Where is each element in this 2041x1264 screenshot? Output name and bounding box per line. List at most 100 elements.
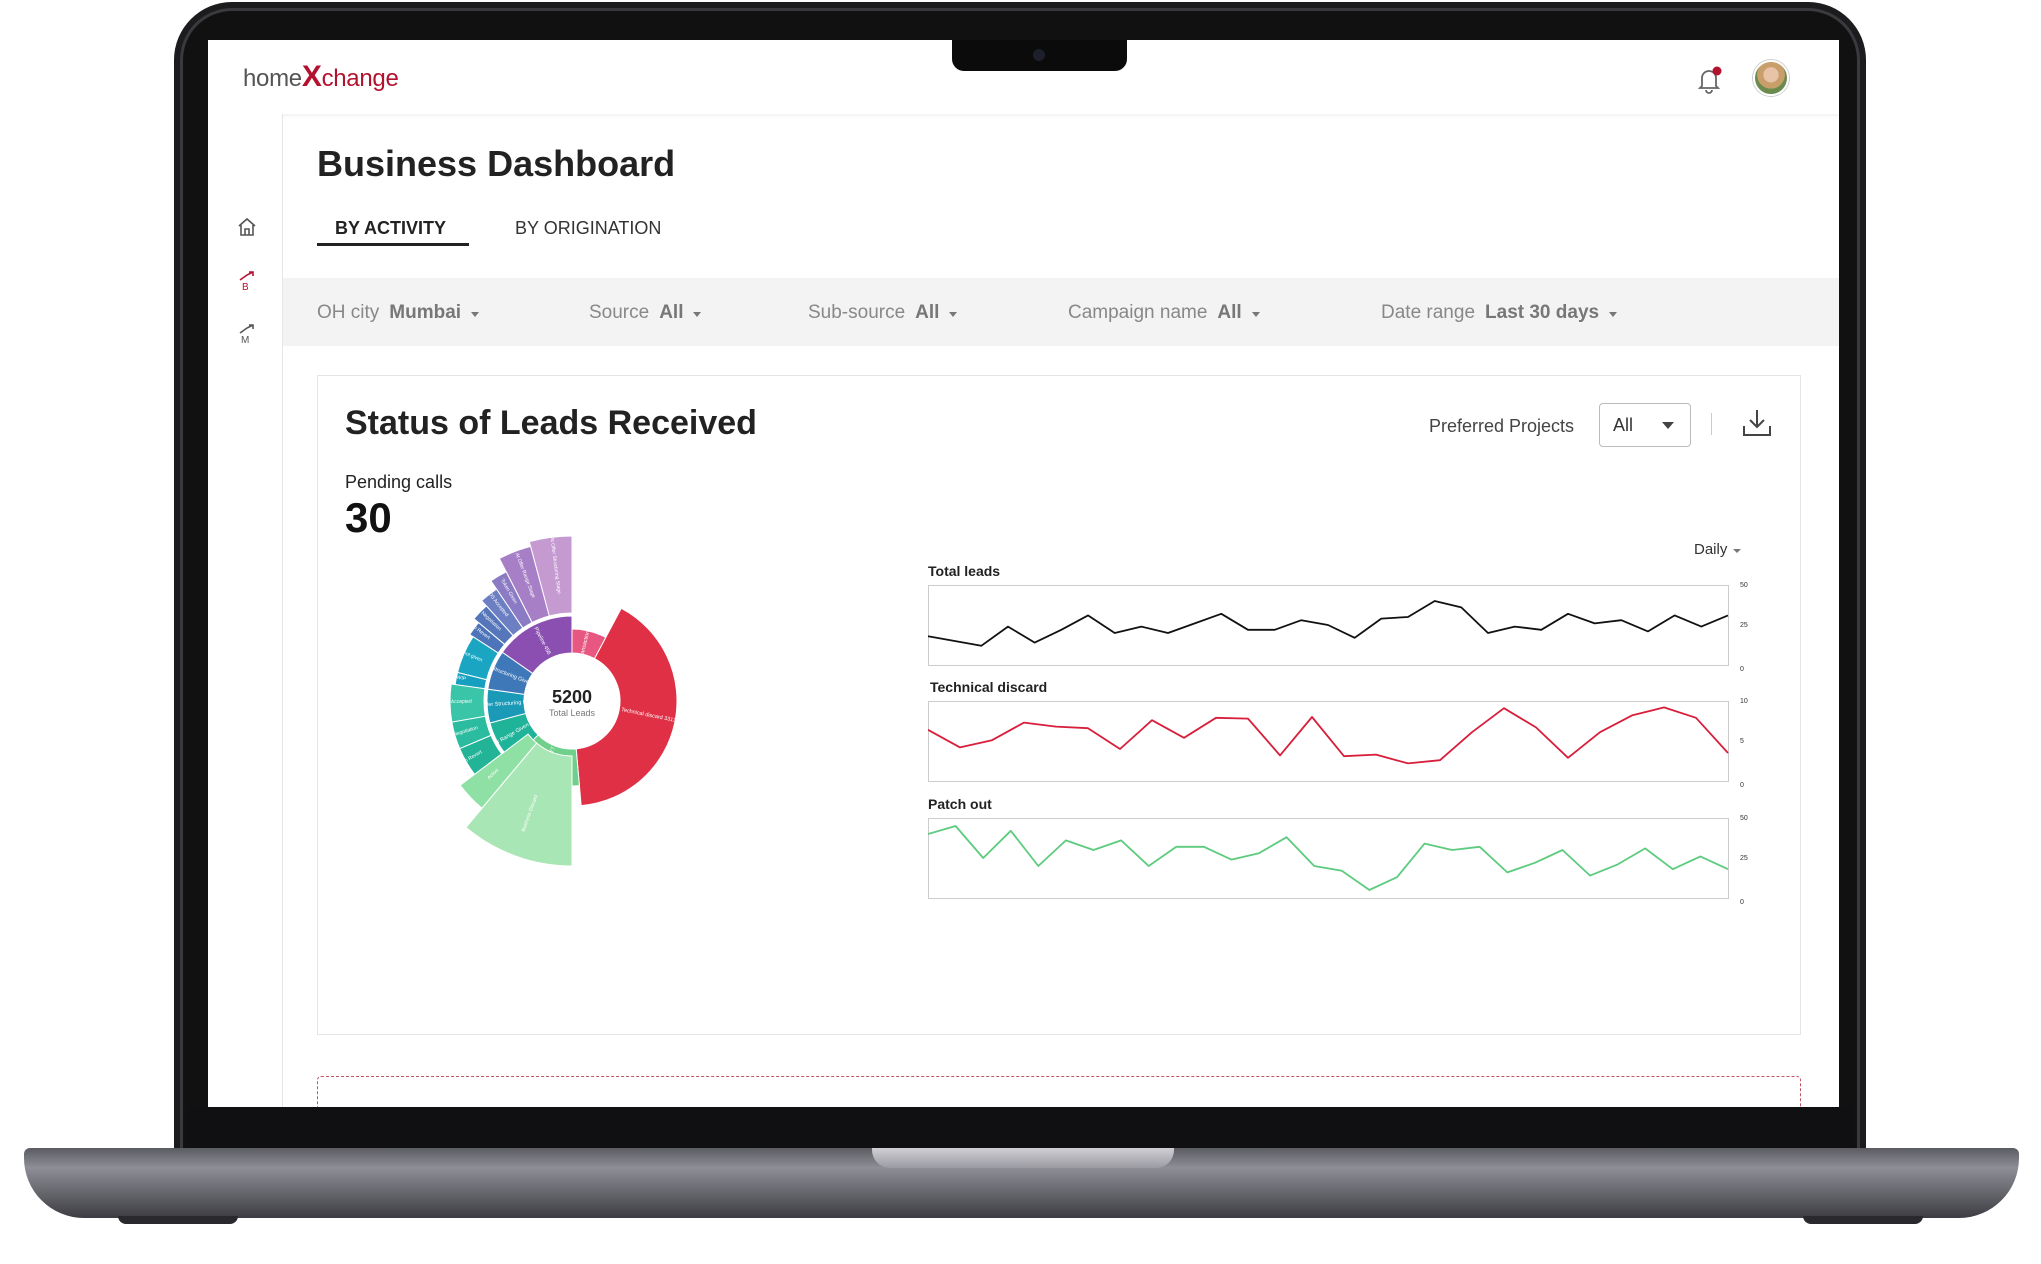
next-card-outline	[317, 1076, 1801, 1107]
x-tick-label: 10 Oct	[1185, 905, 1209, 906]
sunburst-center-label: Total Leads	[549, 708, 596, 718]
caret-down-icon	[693, 312, 702, 321]
sunburst-center-value: 5200	[552, 687, 592, 707]
sunburst-outer-segment[interactable]	[454, 671, 488, 690]
camera-notch	[952, 40, 1127, 71]
filter-value: Last 30 days	[1485, 302, 1600, 323]
x-tick-label: 15 Oct	[1317, 788, 1341, 789]
bell-icon[interactable]	[1695, 65, 1723, 95]
sunburst-outer-segment[interactable]	[449, 683, 486, 723]
sidebar: B M	[208, 114, 283, 1107]
x-tick-label: 10 Oct	[1185, 672, 1209, 673]
card-title: Status of Leads Received	[345, 404, 757, 442]
sunburst-outer-segment[interactable]	[465, 742, 573, 867]
laptop-foot-right	[1803, 1216, 1923, 1224]
sunburst-outer-segment[interactable]	[490, 571, 533, 629]
x-tick-label: 1 Oct	[928, 788, 948, 789]
plot-frame	[928, 818, 1729, 899]
patch-out-chart: Patch out 1 Oct 5 Oct 10 Oct 15 Oct 20 Oct 25…	[928, 796, 1768, 906]
series-line[interactable]	[928, 825, 1729, 891]
filter-oh-city[interactable]: OH city Mumbai	[317, 302, 480, 324]
sunburst-outer-segment[interactable]	[459, 734, 503, 776]
x-tick-label: 1 Oct	[928, 905, 948, 906]
tab-by-origination[interactable]: BY ORIGINATION	[515, 218, 662, 238]
sunburst-outer-segment[interactable]	[528, 535, 573, 617]
sunburst-label: Offer Structuring 92	[481, 700, 529, 709]
filter-label: OH city	[317, 302, 380, 323]
x-tick-label: 20 Oct	[1449, 672, 1473, 673]
series-line[interactable]	[928, 600, 1729, 647]
sunburst-segment[interactable]	[575, 607, 678, 807]
sunburst-outer-segment[interactable]	[480, 588, 524, 637]
sunburst-outer-segment[interactable]	[456, 636, 499, 681]
y-tick-label: 0	[1740, 782, 1744, 789]
x-tick-label: 5 Oct	[1054, 788, 1074, 789]
app-logo[interactable]: homeXchange	[243, 60, 399, 94]
screen-bottom-bezel	[188, 1107, 1853, 1149]
period-select[interactable]: Daily	[1694, 541, 1742, 558]
svg-text:M: M	[241, 335, 249, 344]
x-tick-label: 15 Oct	[1317, 905, 1341, 906]
y-tick-label: 25	[1740, 855, 1748, 862]
caret-down-icon	[1733, 549, 1742, 557]
y-tick-label: 25	[1740, 622, 1748, 629]
business-chart-icon[interactable]: B	[236, 269, 258, 291]
x-tick-label: 20 Oct	[1449, 788, 1473, 789]
filter-value: All	[1217, 302, 1242, 323]
divider	[1711, 413, 1712, 435]
x-tick-label: 30 Oct	[1712, 672, 1736, 673]
filter-label: Campaign name	[1068, 302, 1208, 323]
sunburst-outer-segment[interactable]	[473, 605, 514, 646]
filter-bar: OH city Mumbai Source All Sub-source All Ca…	[283, 278, 1839, 346]
sunburst-outer-segment[interactable]	[498, 545, 550, 624]
x-tick-label: 25 Oct	[1580, 672, 1604, 673]
x-tick-label: 25 Oct	[1580, 788, 1604, 789]
active-tab-indicator	[317, 243, 469, 246]
filter-source[interactable]: Source All	[589, 302, 702, 324]
x-tick-label: 1 Oct	[928, 672, 948, 673]
filter-label: Sub-source	[808, 302, 906, 323]
caret-down-icon	[949, 312, 958, 321]
logo-x: X	[301, 60, 322, 93]
y-tick-label: 10	[1740, 698, 1748, 705]
pending-calls-value: 30	[345, 494, 392, 541]
preferred-projects-select[interactable]: All	[1599, 403, 1691, 447]
chart-title: Patch out	[928, 796, 992, 812]
filter-date-range[interactable]: Date range Last 30 days	[1381, 302, 1618, 324]
svg-text:B: B	[242, 282, 249, 291]
y-tick-label: 0	[1740, 899, 1744, 906]
chart-title: Total leads	[928, 563, 1001, 579]
technical-discard-chart: Technical discard 1 Oct 5 Oct 10 Oct 15 Oct…	[928, 679, 1768, 789]
sunburst-outer-segment[interactable]	[468, 621, 506, 654]
sunburst-outer-segment[interactable]	[459, 733, 538, 809]
laptop-foot-left	[118, 1216, 238, 1224]
series-line[interactable]	[928, 706, 1729, 765]
logo-home: home	[243, 65, 302, 92]
user-avatar[interactable]	[1753, 60, 1789, 96]
page-title: Business Dashboard	[317, 143, 676, 184]
y-tick-label: 50	[1740, 815, 1748, 822]
plot-frame	[928, 701, 1729, 782]
technical-discard-plot: 1 Oct 5 Oct 10 Oct 15 Oct 20 Oct 25 Oct 30 Oct…	[928, 698, 1748, 789]
patch-out-plot: 1 Oct 5 Oct 10 Oct 15 Oct 20 Oct 25 Oct 30 Oct…	[928, 815, 1748, 906]
preferred-projects-label: Preferred Projects	[1429, 416, 1575, 436]
x-tick-label: 30 Oct	[1712, 788, 1736, 789]
marketing-chart-icon[interactable]: M	[236, 322, 258, 344]
filter-label: Date range	[1381, 302, 1476, 323]
filter-campaign-name[interactable]: Campaign name All	[1068, 302, 1260, 324]
laptop-base-notch	[872, 1148, 1174, 1168]
download-icon[interactable]	[1740, 406, 1774, 440]
x-tick-label: 25 Oct	[1580, 905, 1604, 906]
leads-status-card: Status of Leads Received Preferred Proje…	[317, 375, 1801, 1035]
sunburst-segment[interactable]	[501, 615, 573, 675]
filter-sub-source[interactable]: Sub-source All	[808, 302, 958, 324]
select-value: All	[1613, 415, 1634, 435]
sunburst-outer-label: WIP	[456, 675, 467, 683]
pending-calls-label: Pending calls	[345, 472, 453, 492]
x-tick-label: 5 Oct	[1054, 905, 1074, 906]
filter-value: All	[915, 302, 940, 323]
sunburst-outer-segment[interactable]	[451, 715, 492, 750]
home-icon[interactable]	[236, 216, 258, 238]
tab-by-activity[interactable]: BY ACTIVITY	[335, 218, 447, 238]
